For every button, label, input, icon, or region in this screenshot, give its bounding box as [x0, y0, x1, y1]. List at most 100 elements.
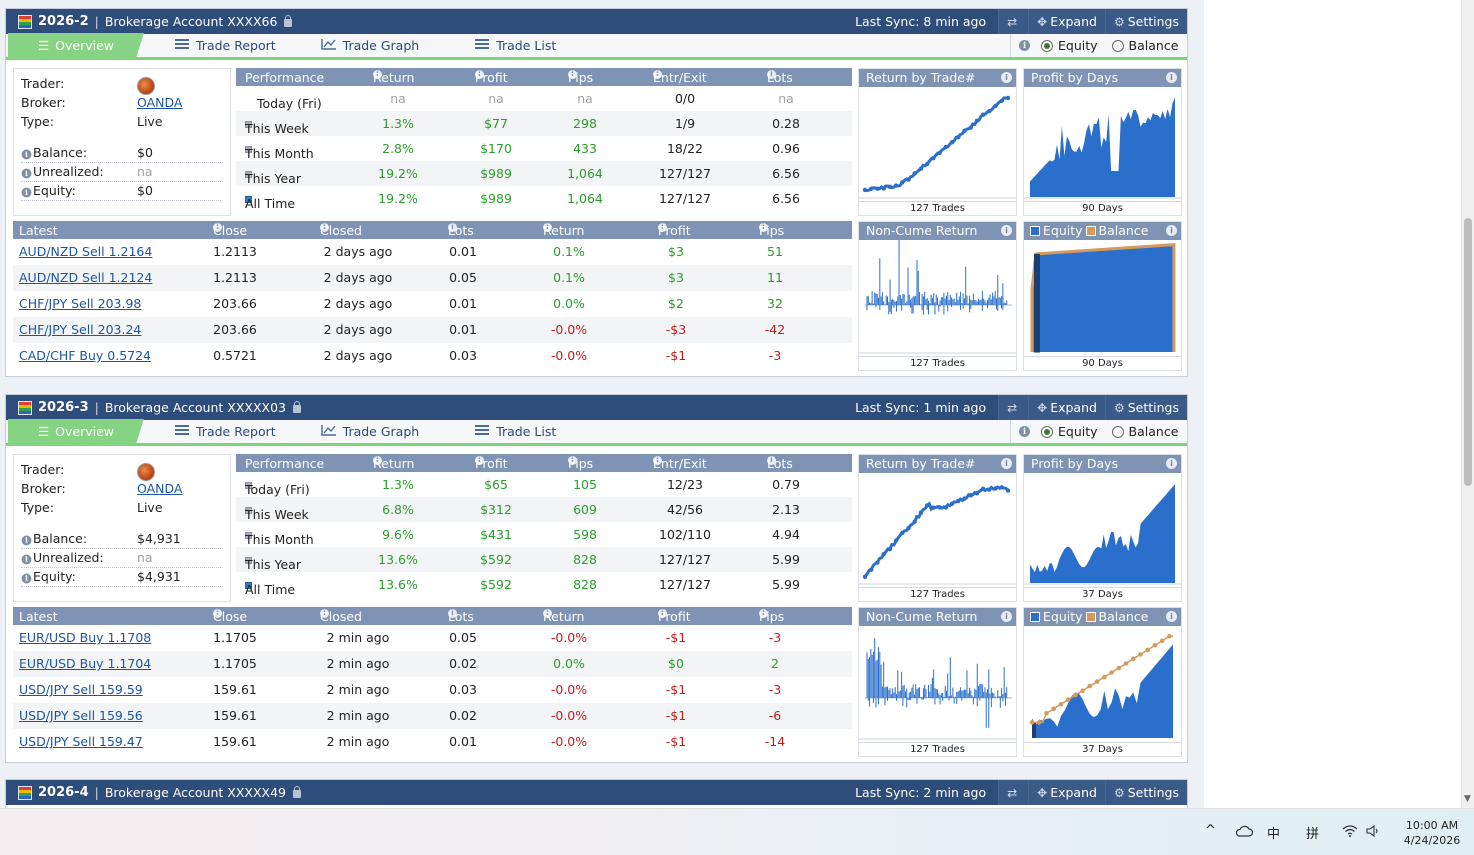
sync-button[interactable]: ⇄ — [998, 395, 1029, 420]
type-label: Type: — [21, 114, 54, 129]
trade-link[interactable]: AUD/NZD Sell 1.2164 — [19, 244, 153, 259]
info-icon[interactable]: i — [21, 149, 32, 160]
info-icon[interactable]: i — [658, 223, 667, 232]
trade-link[interactable]: CHF/JPY Sell 203.98 — [19, 296, 142, 311]
trade-link[interactable]: USD/JPY Sell 159.47 — [19, 734, 143, 749]
info-icon[interactable]: i — [543, 609, 552, 618]
trade-link[interactable]: CHF/JPY Sell 203.24 — [19, 322, 142, 337]
scroll-down-arrow-icon[interactable]: ▼ — [1464, 794, 1471, 804]
period-marker-icon[interactable] — [245, 507, 252, 514]
info-icon[interactable]: i — [658, 609, 667, 618]
trade-link[interactable]: CAD/CHF Buy 0.5724 — [19, 348, 152, 363]
tray-chevron-icon[interactable]: ^ — [1205, 823, 1216, 838]
ime-chinese-indicator[interactable]: 中 — [1267, 827, 1281, 842]
tab-overview[interactable]: ☰ Overview — [8, 32, 144, 59]
info-icon[interactable]: i — [653, 456, 662, 465]
settings-button[interactable]: ⚙ Settings — [1104, 9, 1187, 34]
info-icon[interactable]: i — [767, 456, 776, 465]
tab-trade-graph[interactable]: Trade Graph — [320, 38, 419, 53]
info-icon[interactable]: i — [1001, 458, 1012, 469]
tab-trade-list[interactable]: Trade List — [474, 424, 556, 439]
broker-value[interactable]: OANDA — [137, 481, 183, 496]
tab-trade-report[interactable]: Trade Report — [174, 424, 276, 439]
info-icon[interactable]: i — [1166, 225, 1177, 236]
info-icon[interactable]: i — [767, 70, 776, 79]
trades-header-label: Close — [213, 223, 248, 238]
type-label: Type: — [21, 500, 54, 515]
info-icon[interactable]: i — [373, 456, 382, 465]
equity-radio[interactable] — [1041, 39, 1053, 52]
trade-link[interactable]: AUD/NZD Sell 1.2124 — [19, 270, 153, 285]
info-icon[interactable]: i — [21, 187, 32, 198]
info-icon[interactable]: i — [320, 609, 329, 618]
info-icon[interactable]: i — [1001, 611, 1012, 622]
info-icon[interactable]: i — [1019, 426, 1030, 437]
chart-footer-label: 90 Days — [1024, 201, 1181, 215]
settings-button[interactable]: ⚙ Settings — [1104, 395, 1187, 420]
ime-pinyin-indicator[interactable]: 拼 — [1306, 827, 1320, 842]
info-icon[interactable]: i — [21, 535, 32, 546]
period-marker-icon[interactable] — [245, 557, 252, 564]
period-marker-icon[interactable] — [245, 121, 252, 128]
info-icon[interactable]: i — [1019, 40, 1030, 51]
trader-avatar[interactable] — [137, 463, 155, 481]
info-icon[interactable]: i — [543, 223, 552, 232]
info-icon[interactable]: i — [759, 609, 768, 618]
balance-radio[interactable] — [1111, 39, 1124, 52]
info-icon[interactable]: i — [21, 554, 32, 565]
tab-overview[interactable]: ☰ Overview — [8, 418, 144, 445]
volume-icon[interactable] — [1366, 824, 1380, 841]
info-icon[interactable]: i — [1166, 72, 1177, 83]
trader-avatar[interactable] — [137, 77, 155, 95]
period-marker-icon[interactable] — [245, 582, 252, 589]
trade-link[interactable]: USD/JPY Sell 159.59 — [19, 682, 143, 697]
info-icon[interactable]: i — [21, 573, 32, 584]
sync-button[interactable]: ⇄ — [998, 780, 1029, 805]
tab-trade-report[interactable]: Trade Report — [174, 38, 276, 53]
info-icon[interactable]: i — [213, 609, 222, 618]
balance-point — [1167, 634, 1172, 639]
trade-link[interactable]: EUR/USD Buy 1.1704 — [19, 656, 152, 671]
account-tabs: ☰ Overview Trade Report Trade Graph Trade Li… — [6, 32, 1187, 60]
tab-trade-list[interactable]: Trade List — [474, 38, 556, 53]
balance-radio[interactable] — [1111, 425, 1124, 438]
info-icon[interactable]: i — [1166, 458, 1177, 469]
info-icon[interactable]: i — [759, 223, 768, 232]
trade-link[interactable]: USD/JPY Sell 159.56 — [19, 708, 143, 723]
scrollbar-thumb[interactable] — [1464, 218, 1472, 486]
info-icon[interactable]: i — [568, 70, 577, 79]
period-marker-icon[interactable] — [245, 196, 252, 203]
info-icon[interactable]: i — [568, 456, 577, 465]
period-marker-icon[interactable] — [245, 171, 252, 178]
expand-button[interactable]: ✥ Expand — [1028, 9, 1105, 34]
equity-radio[interactable] — [1041, 425, 1053, 438]
info-icon[interactable]: i — [448, 609, 457, 618]
onedrive-cloud-icon[interactable] — [1235, 825, 1254, 841]
period-marker-icon[interactable] — [245, 146, 252, 153]
period-marker-icon[interactable] — [245, 482, 252, 489]
info-icon[interactable]: i — [320, 223, 329, 232]
wifi-icon[interactable] — [1342, 825, 1358, 841]
trade-link[interactable]: EUR/USD Buy 1.1708 — [19, 630, 152, 645]
info-icon[interactable]: i — [373, 70, 382, 79]
info-icon[interactable]: i — [475, 456, 484, 465]
expand-button[interactable]: ✥ Expand — [1028, 395, 1105, 420]
expand-button[interactable]: ✥ Expand — [1028, 780, 1105, 805]
info-icon[interactable]: i — [448, 223, 457, 232]
period-marker-icon[interactable] — [245, 532, 252, 539]
sync-button[interactable]: ⇄ — [998, 9, 1029, 34]
vertical-scrollbar[interactable]: ▼ — [1461, 0, 1474, 808]
info-icon[interactable]: i — [653, 70, 662, 79]
performance-entr-cell: 127/127 — [659, 191, 711, 206]
performance-pips-cell: 298 — [573, 116, 597, 131]
clock[interactable]: 10:00 AM 4/24/2026 — [1398, 818, 1466, 848]
broker-value[interactable]: OANDA — [137, 95, 183, 110]
info-icon[interactable]: i — [1001, 225, 1012, 236]
info-icon[interactable]: i — [213, 223, 222, 232]
tab-trade-graph[interactable]: Trade Graph — [320, 424, 419, 439]
settings-button[interactable]: ⚙ Settings — [1104, 780, 1187, 805]
info-icon[interactable]: i — [21, 168, 32, 179]
info-icon[interactable]: i — [1001, 72, 1012, 83]
info-icon[interactable]: i — [475, 70, 484, 79]
info-icon[interactable]: i — [1166, 611, 1177, 622]
